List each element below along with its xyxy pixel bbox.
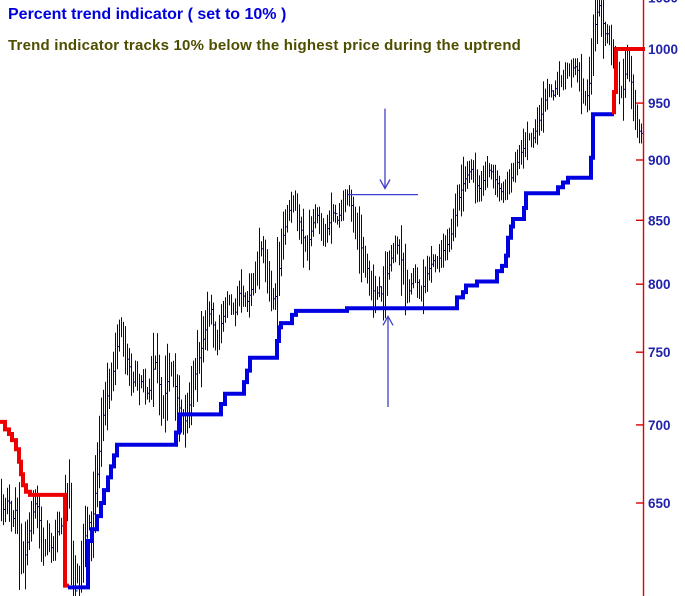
y-tick-label: 800 (648, 277, 671, 292)
y-tick-label: 750 (648, 345, 671, 360)
trend-indicator-downtrend-end (612, 47, 645, 115)
y-tick-label: 850 (648, 213, 671, 228)
y-tick-label: 650 (648, 496, 671, 511)
y-tick-label: 950 (648, 96, 671, 111)
chart-title: Percent trend indicator ( set to 10% ) (8, 6, 287, 23)
trend-indicator-uptrend (68, 112, 614, 590)
up-arrow (382, 314, 394, 407)
y-tick-label: 1050 (648, 0, 678, 6)
price-bars (1, 0, 644, 596)
up-arrow-head (382, 314, 394, 326)
y-tick-label: 1000 (648, 42, 678, 57)
trend-indicator-downtrend-start (0, 419, 69, 588)
down-arrow-head (379, 179, 391, 190)
y-tick-label: 700 (648, 418, 671, 433)
chart-subtitle: Trend indicator tracks 10% below the hig… (8, 37, 522, 54)
y-tick-label: 900 (648, 153, 671, 168)
down-arrow (379, 108, 391, 190)
